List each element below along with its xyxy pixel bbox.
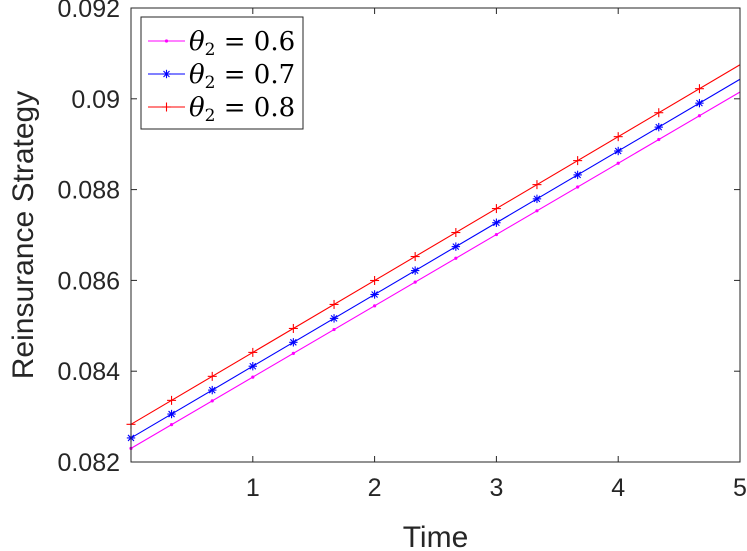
legend-marker-2 — [162, 102, 171, 112]
series-1-marker-13 — [654, 122, 663, 132]
series-line-0 — [130, 91, 741, 449]
y-tick-label-3: 0.088 — [57, 177, 120, 205]
x-axis-label: Time — [403, 521, 469, 551]
series-0-marker-14 — [697, 114, 702, 118]
legend: θ2 = 0.6θ2 = 0.7θ2 = 0.8 — [140, 16, 304, 130]
y-axis-label: Reinsurance Strategy — [7, 91, 40, 380]
y-tick-label-0: 0.082 — [57, 449, 120, 477]
series-1-marker-10 — [532, 194, 542, 204]
x-tick-label-3: 4 — [611, 474, 625, 502]
series-0-marker-4 — [291, 351, 295, 355]
series-0-marker-2 — [210, 399, 214, 403]
series-2-marker-7 — [410, 252, 420, 262]
series-2-marker-3 — [248, 347, 258, 357]
legend-label-2: θ2 = 0.8 — [189, 93, 295, 126]
x-tick-label-2: 3 — [489, 474, 503, 502]
series-2-marker-6 — [370, 275, 380, 285]
legend-item-0: θ2 = 0.6 — [148, 27, 295, 60]
series-1-marker-6 — [370, 290, 379, 299]
x-tick-labels: 1 2 3 4 5 — [246, 474, 747, 502]
series-lines — [130, 64, 741, 449]
series-2-marker-14 — [694, 84, 704, 94]
legend-item-2: θ2 = 0.8 — [148, 93, 295, 126]
series-1-marker-7 — [410, 266, 420, 275]
series-markers — [126, 84, 704, 450]
series-1-marker-5 — [329, 314, 339, 323]
series-2-marker-11 — [573, 156, 583, 166]
series-0-marker-6 — [373, 304, 377, 308]
plot-frame — [130, 7, 741, 463]
axis-ticks — [131, 7, 741, 463]
series-1-marker-11 — [573, 170, 582, 180]
series-2-marker-9 — [491, 204, 501, 214]
y-tick-label-2: 0.086 — [57, 267, 120, 295]
series-0-marker-1 — [169, 423, 174, 427]
series-0-marker-5 — [332, 327, 336, 332]
legend-marker-1 — [162, 69, 171, 79]
series-0-marker-7 — [413, 280, 417, 284]
legend-marker-0 — [164, 39, 169, 43]
series-2-marker-10 — [532, 180, 542, 190]
series-2-marker-2 — [207, 371, 217, 381]
series-2-marker-5 — [329, 299, 339, 309]
series-1-marker-2 — [208, 385, 217, 395]
series-1-marker-9 — [492, 218, 501, 227]
legend-item-1: θ2 = 0.7 — [148, 60, 295, 93]
y-tick-labels: 0.082 0.084 0.086 0.088 0.09 0.092 — [57, 0, 120, 477]
legend-label-0: θ2 = 0.6 — [189, 27, 295, 60]
series-0-marker-13 — [657, 137, 661, 142]
series-line-2 — [130, 64, 741, 425]
series-1-marker-3 — [248, 362, 257, 371]
series-1-marker-14 — [695, 98, 704, 108]
x-tick-label-1: 2 — [368, 474, 382, 502]
series-1-marker-12 — [614, 146, 623, 156]
series-2-marker-1 — [167, 395, 177, 405]
x-tick-label-4: 5 — [733, 474, 747, 502]
series-1-marker-8 — [451, 242, 461, 251]
y-tick-label-1: 0.084 — [57, 358, 120, 386]
series-2-marker-4 — [288, 323, 298, 333]
series-0-marker-11 — [576, 185, 580, 189]
series-2-marker-8 — [451, 228, 461, 238]
legend-label-1: θ2 = 0.7 — [189, 60, 295, 93]
x-tick-label-0: 1 — [246, 474, 260, 502]
series-1-marker-4 — [289, 338, 298, 347]
series-1-marker-1 — [167, 409, 176, 419]
series-0-marker-10 — [535, 209, 539, 213]
series-2-marker-13 — [654, 108, 664, 118]
series-0-marker-8 — [454, 256, 458, 260]
series-line-1 — [130, 78, 741, 439]
series-0-marker-9 — [494, 232, 498, 237]
series-0-marker-12 — [616, 161, 620, 165]
series-0-marker-3 — [251, 375, 255, 379]
y-tick-label-4: 0.09 — [71, 86, 120, 114]
series-2-marker-12 — [613, 132, 623, 142]
y-tick-label-5: 0.092 — [57, 0, 120, 23]
